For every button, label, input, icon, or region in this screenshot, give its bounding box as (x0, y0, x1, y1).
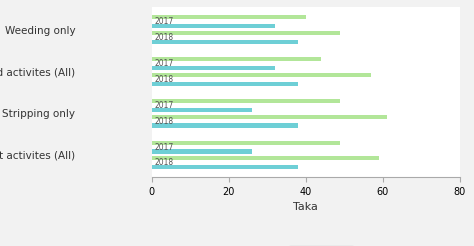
Text: 2018: 2018 (155, 117, 174, 125)
Text: 2017: 2017 (155, 17, 174, 26)
Bar (152, 123, 298, 128)
Text: 2018: 2018 (155, 75, 174, 84)
Bar (152, 66, 275, 70)
Text: 2018: 2018 (155, 158, 174, 167)
Bar (152, 149, 252, 154)
Bar (152, 99, 340, 103)
Bar (152, 57, 321, 61)
Bar (152, 73, 371, 77)
X-axis label: Taka: Taka (293, 202, 318, 212)
Bar (152, 108, 252, 112)
Text: 2017: 2017 (155, 142, 174, 152)
Bar (152, 115, 387, 119)
Bar (152, 40, 298, 44)
Text: 2018: 2018 (155, 33, 174, 42)
Bar (152, 140, 340, 145)
Bar (152, 156, 379, 160)
Bar (152, 82, 298, 86)
Bar (152, 15, 306, 19)
Bar (152, 165, 298, 169)
Bar (152, 31, 340, 35)
Text: 2017: 2017 (155, 101, 174, 110)
Text: 2017: 2017 (155, 59, 174, 68)
Bar (152, 24, 275, 28)
